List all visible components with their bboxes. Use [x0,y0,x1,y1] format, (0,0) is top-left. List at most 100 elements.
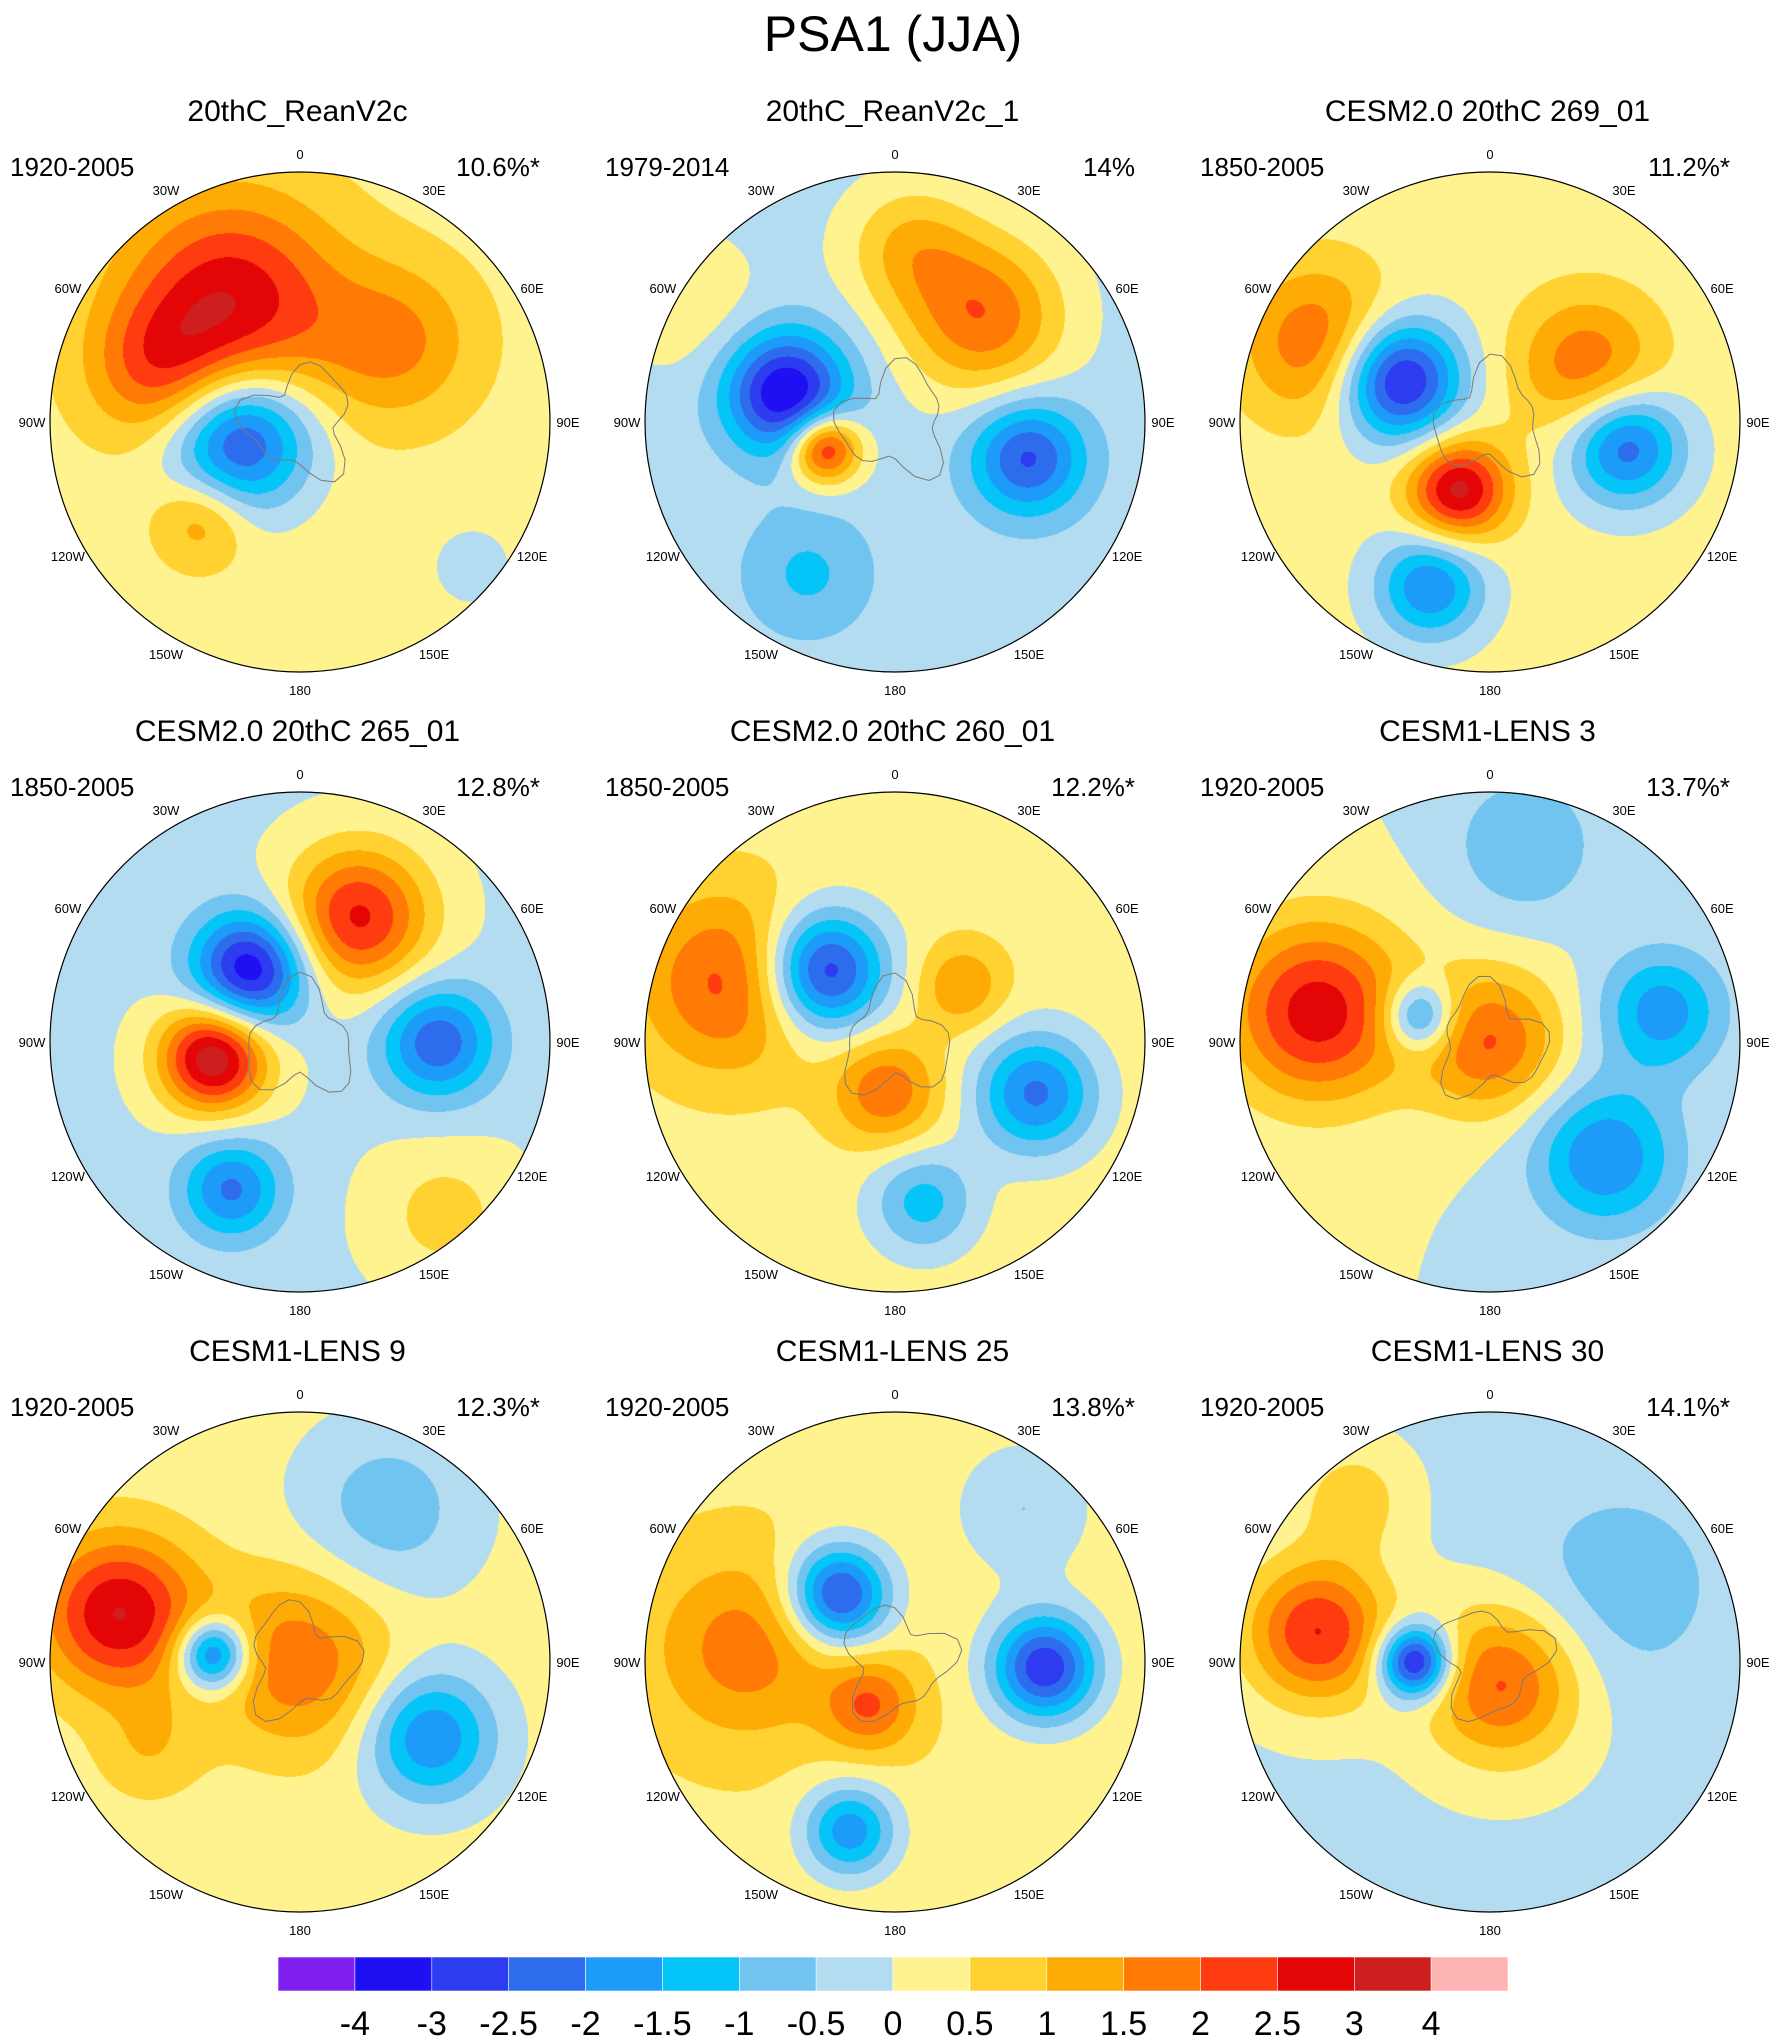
longitude-label: 150W [744,1267,779,1282]
longitude-label: 90W [1209,415,1236,430]
longitude-label: 90E [1746,1035,1769,1050]
longitude-label: 120E [1112,549,1143,564]
longitude-label: 60W [1245,281,1272,296]
figure-title: PSA1 (JJA) [763,6,1023,62]
colorbar-tick-label: -3 [417,2005,447,2042]
longitude-label: 60W [1245,1521,1272,1536]
map-frame: 0 30E 60E 90E 120E 150E 180 150W 120W 90W 60W 30W [19,1387,580,1938]
map-panel: CESM1-LENS 30 1920-2005 14.1%* 0 30E 60E 90E 12… [1190,1332,1785,1952]
longitude-label: 150E [1609,1267,1640,1282]
longitude-label: 30W [153,1423,180,1438]
longitude-label: 180 [884,1923,906,1938]
longitude-label: 150W [1339,1267,1374,1282]
longitude-label: 150E [1014,1887,1045,1902]
longitude-label: 30E [1017,1423,1040,1438]
map-panel: CESM2.0 20thC 260_01 1850-2005 12.2%* 0 30E 6… [595,712,1190,1332]
longitude-label: 60W [1245,901,1272,916]
longitude-label: 90E [1151,1035,1174,1050]
longitude-label: 90E [556,415,579,430]
colorbar-tick-label: 2 [1191,2005,1210,2042]
longitude-label: 30W [1343,183,1370,198]
longitude-label: 120W [1241,549,1276,564]
longitude-label: 150W [149,1267,184,1282]
colorbar-tick-label: -2 [570,2005,600,2042]
longitude-label: 150E [1609,647,1640,662]
map-panel: CESM2.0 20thC 269_01 1850-2005 11.2%* 0 30E 6… [1190,92,1785,712]
longitude-label: 150W [1339,1887,1374,1902]
coastline [1432,353,1541,478]
colorbar-tick-label: 3 [1345,2005,1364,2042]
colorbar-swatch [1123,1956,1201,1992]
longitude-label: 0 [1486,1387,1493,1402]
colorbar-tick-label: -2.5 [479,2005,538,2042]
longitude-label: 30W [1343,1423,1370,1438]
longitude-label: 120W [646,549,681,564]
longitude-label: 150E [419,1267,450,1282]
map-frame: 0 30E 60E 90E 120E 150E 180 150W 120W 90W 60W 30W [1209,1387,1770,1938]
colorbar: -4 -3 -2.5 -2 -1.5 -1 -0.5 0 0.5 1 1.5 2 2.5 3 4 [277,1956,1509,2042]
longitude-label: 30W [1343,803,1370,818]
longitude-label: 60E [1116,281,1139,296]
colorbar-swatch [892,1956,971,1992]
longitude-label: 150E [1014,1267,1045,1282]
map-frame: 0 30E 60E 90E 120E 150E 180 150W 120W 90W 60W 30W [19,147,580,698]
longitude-label: 120W [646,1789,681,1804]
longitude-label: 90W [19,415,46,430]
longitude-label: 150W [149,647,184,662]
longitude-label: 0 [1486,147,1493,162]
map-panel: 20thC_ReanV2c 1920-2005 10.6%* 0 30E 60E 90E 12… [0,92,595,712]
longitude-label: 60E [1711,901,1734,916]
longitude-label: 30W [748,1423,775,1438]
colorbar-swatch [431,1956,509,1992]
longitude-label: 60E [1711,281,1734,296]
longitude-label: 120E [1112,1789,1143,1804]
longitude-label: 90W [614,415,641,430]
panel-title: 20thC_ReanV2c_1 [765,95,1020,128]
longitude-label: 30E [1017,803,1040,818]
colorbar-tick-label: -1.5 [633,2005,692,2042]
colorbar-swatch [969,1956,1048,1992]
map-frame: 0 30E 60E 90E 120E 150E 180 150W 120W 90W 60W 30W [614,147,1175,698]
longitude-label: 150E [1609,1887,1640,1902]
longitude-label: 150E [1014,647,1045,662]
longitude-label: 90W [19,1035,46,1050]
longitude-label: 90W [1209,1655,1236,1670]
map-frame: 0 30E 60E 90E 120E 150E 180 150W 120W 90W 60W 30W [614,1387,1175,1938]
longitude-label: 30W [153,803,180,818]
longitude-label: 0 [296,147,303,162]
map-boundary [49,1411,551,1913]
longitude-label: 90E [556,1655,579,1670]
colorbar-tick-label: 1.5 [1100,2005,1147,2042]
longitude-label: 90E [1746,1655,1769,1670]
panel-title: CESM1-LENS 3 [1379,715,1596,748]
longitude-label: 120W [1241,1789,1276,1804]
longitude-label: 180 [884,1303,906,1318]
longitude-label: 150E [419,1887,450,1902]
longitude-label: 90E [1746,415,1769,430]
longitude-label: 120W [51,549,86,564]
colorbar-tick-label: 2.5 [1254,2005,1301,2042]
longitude-label: 60W [650,901,677,916]
coastline [248,971,352,1093]
panel-title: CESM1-LENS 9 [189,1335,406,1368]
map-boundary [49,791,551,1293]
longitude-label: 150W [1339,647,1374,662]
longitude-label: 60E [521,281,544,296]
longitude-label: 120W [51,1169,86,1184]
longitude-label: 0 [891,147,898,162]
longitude-label: 150W [744,1887,779,1902]
longitude-label: 90W [614,1035,641,1050]
map-panel: CESM2.0 20thC 265_01 1850-2005 12.8%* 0 30E 6… [0,712,595,1332]
longitude-label: 60W [55,901,82,916]
longitude-label: 180 [1479,1923,1501,1938]
longitude-label: 60E [1116,901,1139,916]
longitude-label: 60W [650,281,677,296]
longitude-label: 60E [521,901,544,916]
panel-title: CESM2.0 20thC 260_01 [729,715,1056,748]
longitude-label: 120W [1241,1169,1276,1184]
contour-field [1240,792,1740,1292]
longitude-label: 60W [650,1521,677,1536]
map-boundary [644,171,1146,673]
colorbar-swatch [277,1956,356,1992]
colorbar-swatch [1046,1956,1125,1992]
